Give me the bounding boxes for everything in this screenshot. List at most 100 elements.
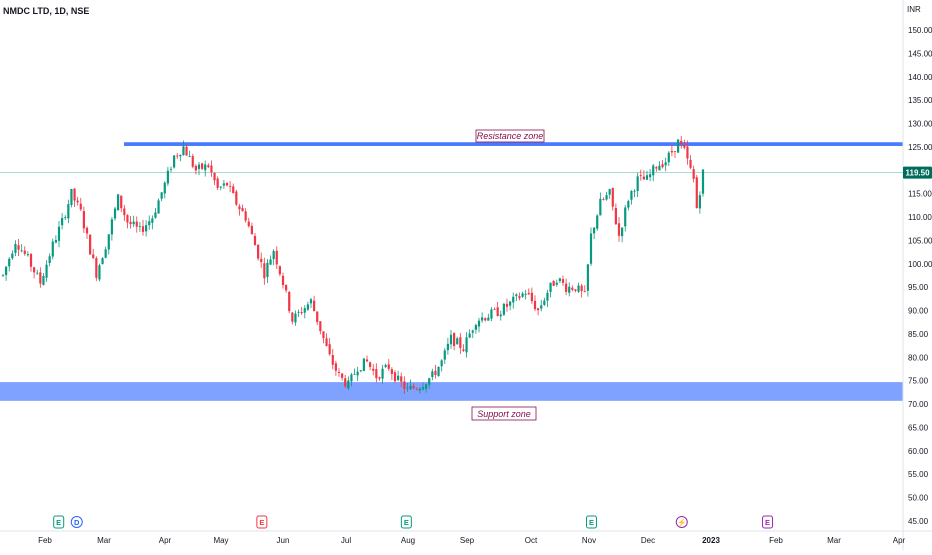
candle: [589, 227, 593, 266]
candle: [123, 204, 126, 222]
candle: [67, 199, 70, 224]
candle: [204, 160, 207, 177]
candle: [375, 363, 378, 383]
candle: [303, 305, 306, 319]
y-tick-label: 130.00: [908, 120, 932, 129]
candle: [477, 317, 481, 333]
candle: [624, 204, 627, 232]
candle: [89, 234, 92, 255]
candle: [176, 152, 179, 160]
candle: [670, 144, 673, 157]
candle: [686, 140, 689, 165]
svg-text:E: E: [765, 518, 770, 527]
candle: [537, 307, 540, 316]
candle: [61, 213, 64, 230]
candle: [36, 269, 39, 275]
candle: [468, 329, 471, 339]
candle: [191, 153, 194, 169]
candle: [235, 189, 238, 207]
x-tick-label: Aug: [401, 536, 415, 545]
candle: [677, 138, 680, 153]
candle: [509, 300, 512, 311]
candle: [443, 348, 446, 364]
y-tick-label: 80.00: [908, 353, 929, 362]
candle: [145, 220, 148, 237]
candle: [527, 288, 530, 295]
event-marker[interactable]: E: [585, 515, 597, 529]
event-marker[interactable]: ⚡: [675, 516, 688, 528]
x-tick-label: Mar: [97, 536, 111, 545]
candle: [126, 214, 129, 229]
candle: [658, 161, 661, 171]
candle: [194, 164, 197, 175]
candle: [667, 151, 670, 167]
event-marker[interactable]: D: [70, 516, 83, 528]
candle: [518, 292, 521, 301]
candle: [39, 267, 42, 288]
svg-text:⚡: ⚡: [677, 518, 686, 527]
zones-layer: [0, 142, 903, 401]
candle: [8, 257, 11, 272]
candle: [701, 169, 705, 197]
candle: [163, 181, 166, 199]
y-tick-label: 75.00: [908, 377, 929, 386]
event-marker[interactable]: E: [256, 515, 268, 529]
candle: [160, 192, 163, 202]
candle: [645, 170, 649, 181]
candle: [449, 330, 453, 349]
candle: [565, 278, 568, 296]
candle: [5, 266, 8, 281]
candle: [599, 192, 602, 216]
candle: [630, 190, 633, 205]
candle: [540, 299, 543, 312]
event-marker[interactable]: E: [762, 515, 774, 529]
candle: [453, 332, 456, 351]
candle: [611, 187, 614, 211]
x-tick-label: Dec: [641, 536, 655, 545]
candle: [673, 150, 677, 158]
candle: [319, 321, 322, 335]
resistance-zone: [124, 142, 903, 146]
candle: [11, 250, 14, 260]
resistance-zone-label: Resistance zone: [477, 131, 544, 141]
candle: [403, 376, 406, 394]
candle: [241, 204, 244, 212]
y-tick-label: 145.00: [908, 49, 932, 58]
candle: [586, 263, 589, 297]
y-tick-label: 135.00: [908, 96, 932, 105]
candle: [661, 159, 664, 169]
candle: [412, 383, 415, 390]
candle: [334, 360, 337, 376]
candle: [253, 232, 257, 246]
svg-text:E: E: [56, 518, 61, 527]
y-tick-label: 50.00: [908, 494, 929, 503]
x-tick-label: Sep: [460, 536, 475, 545]
svg-text:D: D: [74, 518, 80, 527]
candle: [54, 235, 57, 244]
candle: [664, 157, 667, 172]
candle: [70, 188, 73, 208]
event-marker[interactable]: E: [400, 515, 412, 529]
candle: [250, 222, 253, 235]
y-tick-label: 110.00: [908, 213, 932, 222]
candle: [210, 160, 213, 177]
candle: [306, 301, 309, 312]
candle: [17, 239, 20, 257]
support-zone-label-box: Support zone: [471, 406, 537, 421]
candle: [487, 313, 490, 321]
candle: [431, 368, 434, 381]
x-tick-label: Jun: [277, 536, 290, 545]
candle: [397, 370, 400, 382]
candle: [390, 367, 393, 380]
candle: [512, 292, 515, 309]
candle: [574, 289, 577, 293]
candle: [92, 248, 95, 260]
x-tick-label: Mar: [827, 536, 841, 545]
candle: [543, 297, 546, 306]
candle: [596, 214, 599, 231]
candle: [45, 260, 48, 282]
candle: [281, 272, 285, 289]
event-marker[interactable]: E: [53, 515, 65, 529]
